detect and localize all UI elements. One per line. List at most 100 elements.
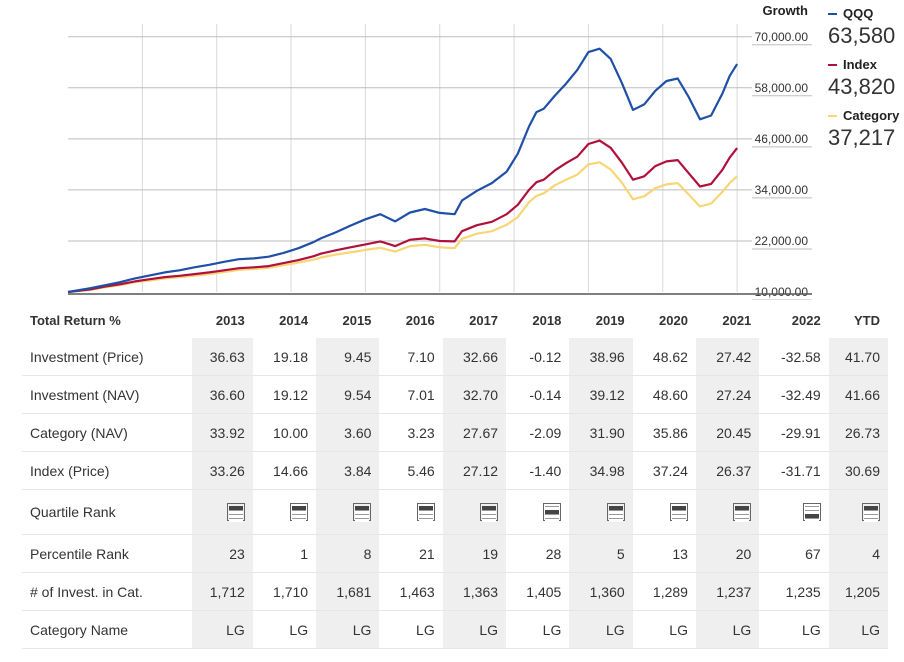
chart-title: Growth [763,3,809,18]
year-header-2021: 2021 [722,312,752,328]
qqq-swatch [828,12,837,15]
index-swatch [828,63,837,66]
year-header-2020: 2020 [659,312,688,328]
quartile-bar [864,518,878,523]
category-name-2015: LG [316,610,380,649]
category-nav-2014: 10.00 [252,413,317,452]
quartile-bar [482,514,497,519]
quartile-bar [864,506,878,511]
legend-label-qqq: QQQ [843,6,874,21]
legend-item-category: Category 37,217 [828,108,904,151]
quartile-bar [804,510,819,515]
quartile-bar [228,510,243,515]
growth-chart: 70,000.00 58,000.00 46,000.00 34,000.00 22,0… [67,3,812,300]
quartile-rank-icon [353,503,372,523]
row-label-index-price: Index (Price) [22,451,192,490]
category-nav-2015: 3.60 [316,413,380,452]
invest-count-2017: 1,363 [442,572,507,611]
index-price-2014: 14.66 [252,451,317,490]
quartile-rank-icon [226,503,245,523]
percentile-rank-2022: 67 [759,534,829,573]
percentile-rank-2018: 28 [506,534,570,573]
quartile-bar [418,506,433,511]
quartile-bar [355,506,370,511]
category-nav-2017: 27.67 [442,413,507,452]
investment-price-2017: 32.66 [442,338,507,376]
quartile-bar [482,510,497,515]
quartile-bar [671,510,686,515]
quartile-bar [482,518,497,523]
investment-price-2013: 36.63 [191,338,253,376]
index-price-2017: 27.12 [442,451,507,490]
percentile-rank-2021: 20 [695,534,760,573]
index-price-2013: 33.26 [191,451,253,490]
index-price-2020: 37.24 [632,451,696,490]
quartile-bar [804,506,819,511]
legend-label-category: Category [843,108,900,123]
quartile-bar [545,518,560,523]
investment-nav-2015: 9.54 [316,375,380,414]
table-row-investment-nav: Investment (NAV) 36.60 19.12 9.54 7.01 32.70-… [22,375,888,414]
category-nav-2018: -2.09 [506,413,570,452]
quartile-bar [355,514,370,519]
quartile-rank-icon [290,503,309,523]
quartile-bar [482,506,497,511]
quartile-bar [864,510,878,515]
series-line-category [67,161,738,294]
quartile-bar [545,506,560,511]
category-name-ytd: LG [828,610,888,649]
y-tick-label-3: 34,000.00 [755,183,809,197]
investment-nav-ytd: 41.66 [828,375,888,414]
percentile-rank-2016: 21 [379,534,443,573]
quartile-bar [292,518,307,523]
quartile-rank-2019 [569,489,633,535]
y-tick-label-1: 58,000.00 [755,81,809,95]
quartile-rank-icon [669,503,688,523]
y-tick-label-2: 46,000.00 [755,132,809,146]
invest-count-2019: 1,360 [569,572,633,611]
investment-nav-2014: 19.12 [252,375,317,414]
table-row-category-nav: Category (NAV) 33.92 10.00 3.60 3.23 27.67 -2.… [22,413,888,452]
quartile-bar [608,514,623,519]
invest-count-2014: 1,710 [252,572,317,611]
year-header-2019: 2019 [595,312,625,328]
quartile-bar [735,518,750,523]
year-header-2015: 2015 [342,312,372,328]
row-label-percentile-rank: Percentile Rank [22,534,192,573]
table-row-investment-price: Investment (Price) 36.63 19.18 9.45 7.10 32.6… [22,338,888,376]
percentile-rank-2015: 8 [316,534,380,573]
quartile-bar [804,514,819,519]
investment-price-2022: -32.58 [759,338,829,376]
row-label-quartile-rank: Quartile Rank [22,489,192,535]
percentile-rank-2013: 23 [191,534,253,573]
quartile-bar [671,518,686,523]
investment-price-ytd: 41.70 [828,338,888,376]
category-nav-2016: 3.23 [379,413,443,452]
investment-price-2015: 9.45 [316,338,380,376]
quartile-bar [864,514,878,519]
index-price-ytd: 30.69 [828,451,888,490]
year-header-2016: 2016 [405,312,435,328]
quartile-bar [735,514,750,519]
category-name-2017: LG [442,610,507,649]
row-label-investment-price: Investment (Price) [22,338,192,376]
investment-price-2021: 27.42 [695,338,760,376]
invest-count-2021: 1,237 [695,572,760,611]
investment-nav-2018: -0.14 [506,375,570,414]
quartile-bar [292,510,307,515]
percentile-rank-2014: 1 [252,534,317,573]
quartile-bar [735,506,750,511]
quartile-rank-icon [416,503,435,523]
legend-item-index: Index 43,820 [828,57,904,100]
year-header-2022: 2022 [791,312,821,328]
quartile-bar [545,510,560,515]
quartile-bar [608,510,623,515]
y-tick-label-5: 10,000.00 [755,285,809,299]
index-price-2016: 5.46 [379,451,443,490]
quartile-bar [418,518,433,523]
investment-nav-2022: -32.49 [759,375,829,414]
series-line-qqq [67,47,739,294]
quartile-bar [671,506,686,511]
investment-nav-2016: 7.01 [379,375,443,414]
year-header-2017: 2017 [469,312,499,328]
